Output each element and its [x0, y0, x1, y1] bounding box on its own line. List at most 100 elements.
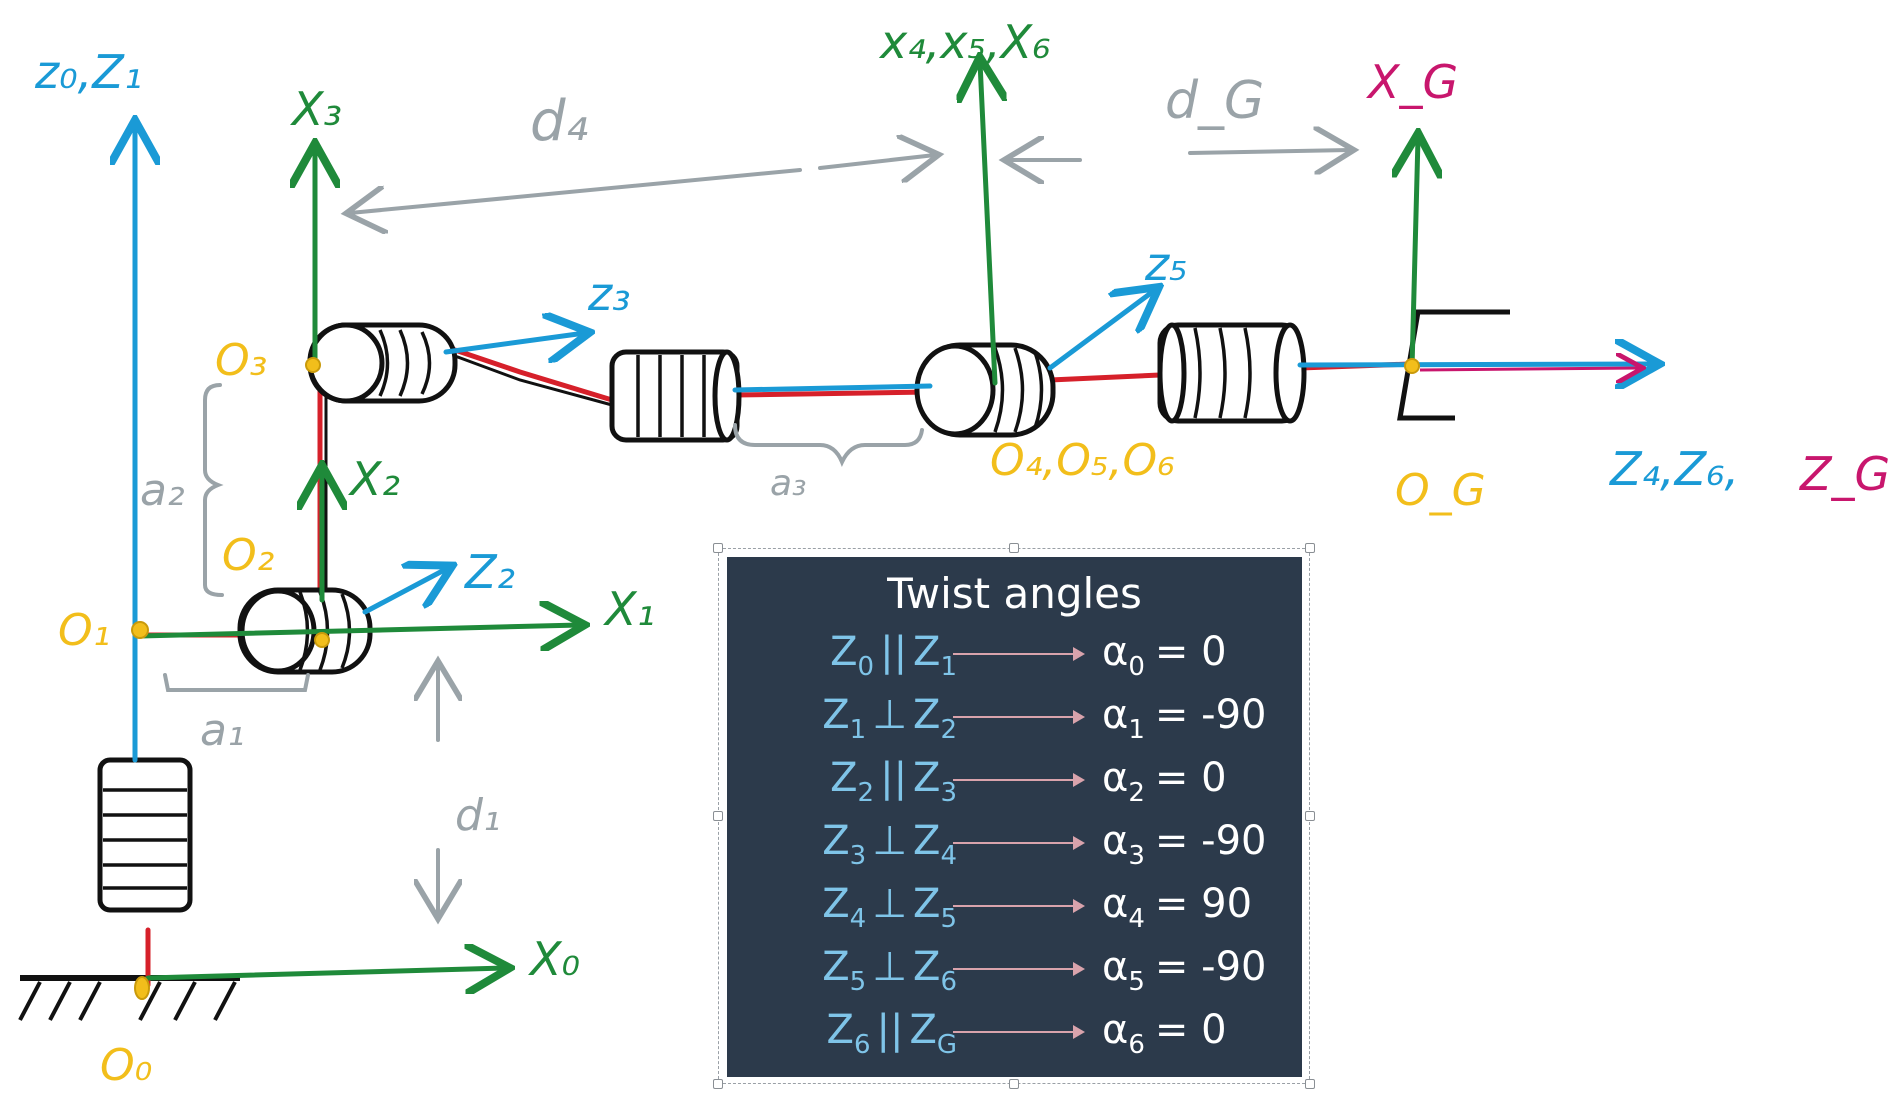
twist-value: α3 = -90 — [1102, 818, 1266, 871]
a3-dimension — [733, 423, 924, 467]
resize-handle-top-left[interactable] — [713, 543, 723, 553]
alpha-value: = -90 — [1154, 692, 1267, 738]
a3-label: a₃ — [770, 463, 807, 504]
axis-a-index: 1 — [849, 715, 867, 745]
arrow-icon — [953, 962, 1085, 976]
resize-handle-middle-left[interactable] — [713, 811, 723, 821]
d4-label: d₄ — [530, 89, 588, 154]
axis-b: Z — [913, 881, 941, 927]
alpha-value: = -90 — [1154, 818, 1267, 864]
arrow-icon — [953, 1025, 1085, 1039]
o456-label: O₄,O₅,O₆ — [990, 435, 1175, 486]
twist-row: Z2 || Z3 α2 = 0 — [727, 753, 1302, 813]
o3-label: O₃ — [215, 335, 267, 386]
relation-operator: ⊥ — [872, 881, 908, 927]
arrow-icon — [953, 773, 1085, 787]
axis-a-index: 0 — [857, 652, 875, 682]
axis-relation: Z4 ⊥ Z5 — [822, 881, 957, 934]
x3-label: X₃ — [290, 82, 342, 136]
resize-handle-middle-right[interactable] — [1305, 811, 1315, 821]
axis-b-index: 6 — [940, 967, 957, 997]
arrow-icon — [953, 899, 1085, 913]
twist-row: Z4 ⊥ Z5 α4 = 90 — [727, 879, 1302, 939]
axis-b: Z — [913, 629, 941, 675]
alpha-symbol: α — [1102, 1007, 1129, 1053]
a1-dimension — [163, 673, 310, 692]
origin-o1 — [131, 621, 149, 639]
relation-operator: || — [880, 629, 908, 675]
axis-a-index: 2 — [857, 778, 875, 808]
o1-label: O₁ — [58, 605, 110, 656]
x0-axis — [145, 968, 505, 978]
base-joint-cylinder — [97, 757, 193, 913]
axis-a: Z — [822, 881, 850, 927]
axis-a-index: 4 — [849, 904, 867, 934]
origin-o0 — [134, 976, 150, 1000]
twist-angles-table: Twist angles Z0 || Z1 α0 = 0 Z1 ⊥ Z2 α1 = -90 Z2 ||… — [727, 557, 1302, 1077]
alpha-symbol: α — [1102, 755, 1129, 801]
relation-operator: || — [876, 1007, 904, 1053]
alpha-index: 3 — [1128, 841, 1145, 871]
twist-table-title: Twist angles — [887, 569, 1142, 618]
selection-frame[interactable] — [713, 543, 1315, 1089]
o2-label: O₂ — [222, 530, 274, 581]
z5-axis — [1047, 290, 1155, 371]
z4-z6-zG-axis — [1297, 364, 1655, 365]
axis-relation: Z6 || ZG — [827, 1007, 957, 1060]
axis-b-index: G — [936, 1030, 957, 1060]
xG-label: X_G — [1366, 55, 1458, 109]
z2-axis — [362, 568, 448, 615]
axis-a: Z — [822, 944, 850, 990]
oG-label: O_G — [1395, 465, 1486, 516]
resize-handle-bottom-center[interactable] — [1009, 1079, 1019, 1089]
axis-b-index: 2 — [940, 715, 957, 745]
a2-label: a₂ — [140, 465, 185, 516]
alpha-symbol: α — [1102, 818, 1129, 864]
alpha-index: 4 — [1128, 904, 1145, 934]
d1-label: d₁ — [455, 790, 501, 841]
xG-axis — [1412, 138, 1418, 371]
axis-b-index: 3 — [940, 778, 957, 808]
axis-relation: Z5 ⊥ Z6 — [822, 944, 957, 997]
resize-handle-bottom-left[interactable] — [713, 1079, 723, 1089]
alpha-value: = 90 — [1154, 881, 1253, 927]
z5-label: z₅ — [1144, 237, 1188, 291]
zG-axis — [1419, 368, 1640, 370]
alpha-value: = 0 — [1154, 1007, 1227, 1053]
alpha-index: 0 — [1128, 652, 1145, 682]
twist-row: Z6 || ZG α6 = 0 — [727, 1005, 1302, 1065]
alpha-index: 6 — [1128, 1030, 1145, 1060]
axis-relation: Z3 ⊥ Z4 — [822, 818, 957, 871]
twist-value: α4 = 90 — [1102, 881, 1252, 934]
origin-oG — [1404, 358, 1420, 374]
arrow-icon — [953, 647, 1085, 661]
link-z-axis — [732, 383, 933, 393]
origin-o2 — [314, 632, 330, 648]
x0-label: X₀ — [528, 932, 580, 986]
alpha-symbol: α — [1102, 629, 1129, 675]
relation-operator: ⊥ — [872, 818, 908, 864]
alpha-value: = -90 — [1154, 944, 1267, 990]
axis-a: Z — [830, 755, 858, 801]
resize-handle-top-center[interactable] — [1009, 543, 1019, 553]
origin-points — [131, 357, 1420, 1000]
resize-handle-bottom-right[interactable] — [1305, 1079, 1315, 1089]
dimension-lines — [163, 150, 1350, 915]
a1-label: a₁ — [200, 705, 245, 756]
axis-b: Z — [913, 818, 941, 864]
axis-a: Z — [822, 692, 850, 738]
o0-label: O₀ — [100, 1040, 152, 1091]
link3-cylinder — [609, 349, 742, 443]
axis-a-index: 3 — [849, 841, 867, 871]
x2-label: X₂ — [348, 452, 400, 506]
axis-a: Z — [830, 629, 858, 675]
arrow-icon — [953, 836, 1085, 850]
a2-dimension — [203, 383, 224, 597]
alpha-index: 1 — [1128, 715, 1145, 745]
twist-value: α0 = 0 — [1102, 629, 1227, 682]
twist-value: α2 = 0 — [1102, 755, 1227, 808]
z4-z6-label: Z₄,Z₆, — [1608, 442, 1739, 496]
axis-b: Z — [913, 944, 941, 990]
resize-handle-top-right[interactable] — [1305, 543, 1315, 553]
